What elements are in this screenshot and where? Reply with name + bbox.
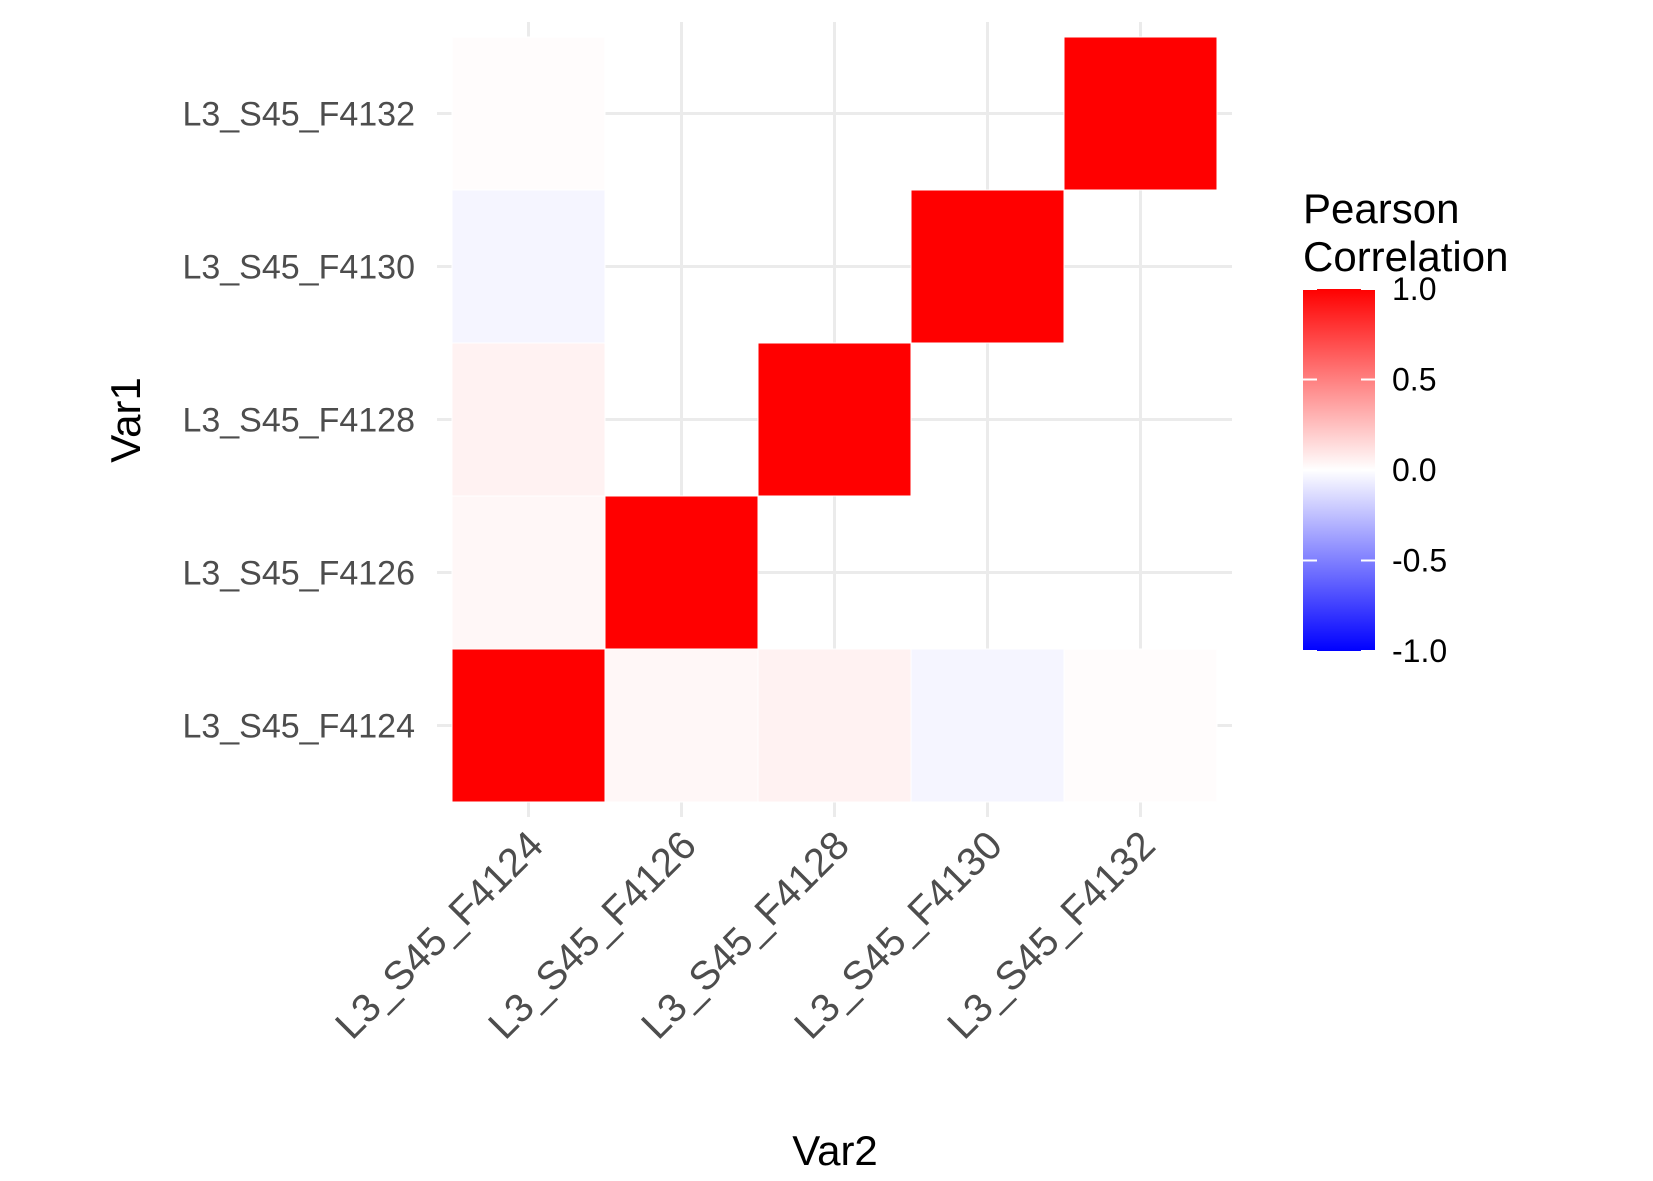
heatmap-cell [451,495,606,650]
y-axis-tick-labels: L3_S45_F4124 L3_S45_F4126 L3_S45_F4128 L3_S… [182,96,415,746]
legend-ticks: 1.0 0.5 0.0 -0.5 -1.0 [1303,271,1447,669]
y-tick-label: L3_S45_F4128 [182,402,415,440]
legend-title-line-2: Correlation [1303,233,1508,280]
legend-tick-label: 0.0 [1392,452,1436,488]
legend-tick-label: 0.5 [1392,362,1436,398]
y-tick-label: L3_S45_F4130 [182,249,415,287]
heatmap-cell [451,36,606,191]
heatmap-cell [451,648,606,803]
heatmap-cell [910,189,1065,344]
y-tick-label: L3_S45_F4132 [182,96,415,134]
legend: Pearson Correlation 1.0 0.5 0.0 -0.5 -1.0 [1303,185,1508,669]
legend-tick-label: -0.5 [1392,543,1447,579]
heatmap-cell [1063,648,1218,803]
heatmap-cell [757,342,912,497]
heatmap-cell [910,648,1065,803]
legend-tick-label: -1.0 [1392,633,1447,669]
heatmap-cells [451,36,1218,803]
legend-tick-label: 1.0 [1392,271,1436,307]
heatmap-cell [604,648,759,803]
y-tick-label: L3_S45_F4126 [182,555,415,593]
x-axis-title: Var2 [792,1127,878,1174]
legend-title-line-1: Pearson [1303,185,1459,232]
heatmap-cell [1063,36,1218,191]
heatmap-cell [604,495,759,650]
heatmap-cell [757,648,912,803]
heatmap-cell [451,342,606,497]
y-tick-label: L3_S45_F4124 [182,708,415,746]
heatmap-cell [451,189,606,344]
y-axis-title: Var1 [102,377,149,463]
x-axis-tick-labels: L3_S45_F4124L3_S45_F4126L3_S45_F4128L3_S… [327,823,1164,1048]
